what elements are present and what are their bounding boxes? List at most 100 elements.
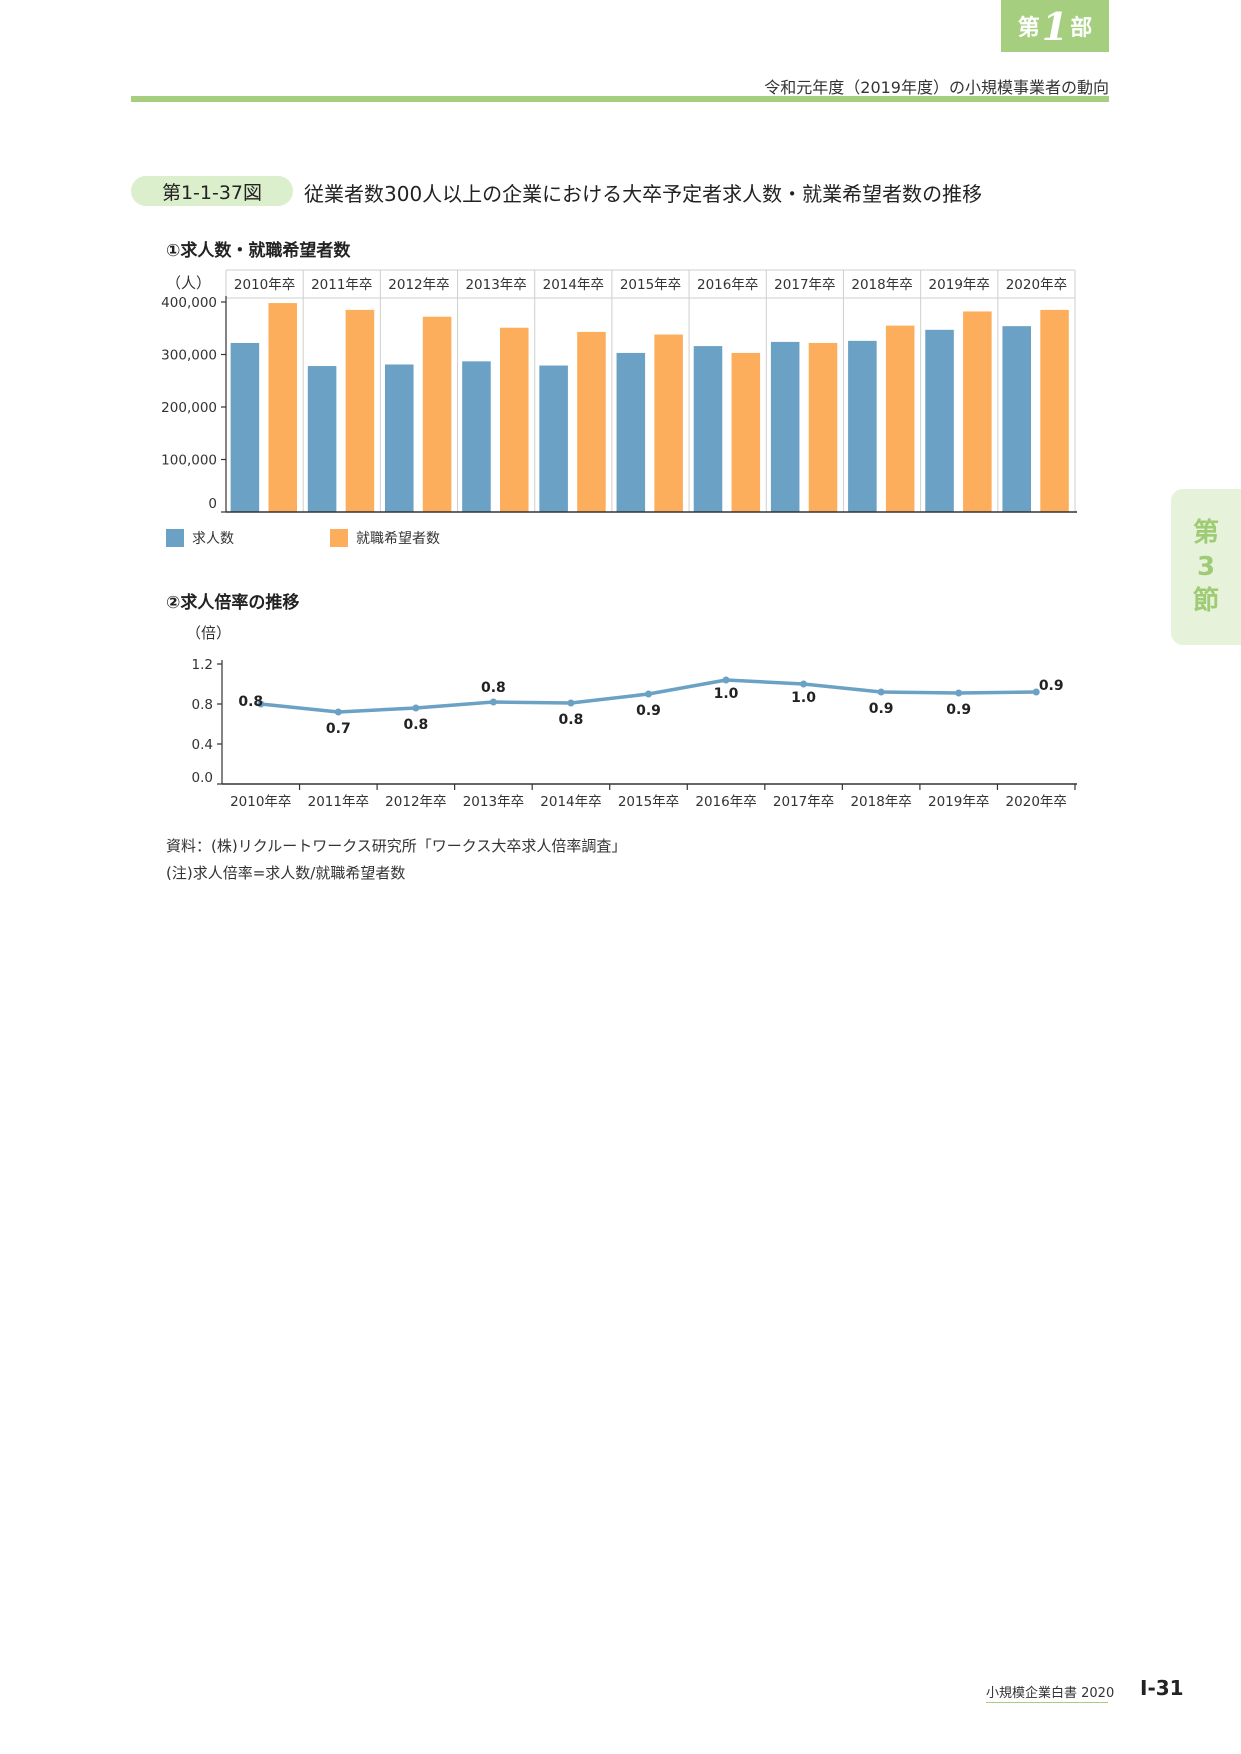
- x-tick-label: 2013年卒: [463, 794, 524, 810]
- side-tab-char-2: 3: [1196, 552, 1216, 582]
- ratio-point: [257, 700, 265, 708]
- bar-applicants: [963, 311, 992, 512]
- ratio-point: [800, 680, 808, 688]
- bar-applicants: [654, 334, 683, 512]
- bar-jobs: [848, 340, 877, 512]
- bar-jobs: [539, 365, 568, 512]
- y-tick-label: 0.8: [192, 697, 213, 713]
- x-tick-label: 2020年卒: [1006, 277, 1067, 293]
- source-note: 資料：(株)リクルートワークス研究所「ワークス大卒求人倍率調査」: [166, 837, 627, 855]
- bar-applicants: [808, 342, 838, 512]
- y-axis-unit: （人）: [166, 274, 211, 292]
- x-tick-label: 2011年卒: [308, 794, 369, 810]
- bar-jobs: [462, 361, 491, 512]
- ratio-point: [877, 688, 885, 696]
- y-tick-label: 400,000: [161, 295, 217, 311]
- y-tick-label: 0: [208, 496, 217, 512]
- legend-label-jobs: 求人数: [192, 531, 234, 547]
- legend-item-applicants: 就職希望者数: [330, 528, 440, 548]
- x-tick-label: 2010年卒: [230, 794, 291, 810]
- bar-applicants: [345, 309, 375, 512]
- bar-applicants: [422, 316, 452, 512]
- data-label: 0.9: [1039, 678, 1064, 694]
- part-tab: 第 1 部: [1001, 0, 1109, 52]
- x-tick-label: 2016年卒: [697, 277, 758, 293]
- ratio-point: [334, 708, 342, 716]
- y-tick-label: 0.0: [192, 770, 213, 786]
- bar-applicants: [577, 331, 606, 512]
- bar-jobs: [616, 352, 646, 512]
- figure-title: 従業者数300人以上の企業における大卒予定者求人数・就業希望者数の推移: [304, 182, 983, 206]
- x-tick-label: 2014年卒: [543, 277, 604, 293]
- data-label: 0.8: [403, 717, 428, 733]
- ratio-point: [489, 698, 497, 706]
- bar-applicants: [1040, 309, 1069, 512]
- footer-book-title: 小規模企業白書 2020: [986, 1686, 1115, 1701]
- part-number: 1: [1041, 3, 1069, 49]
- bar-jobs: [384, 364, 414, 512]
- part-prefix: 第: [1017, 16, 1040, 41]
- bar-applicants: [731, 352, 761, 512]
- legend-swatch-jobs: [166, 529, 184, 547]
- ratio-point: [1032, 688, 1040, 696]
- legend-item-jobs: 求人数: [166, 528, 234, 548]
- ratio-point: [955, 689, 963, 697]
- bar-jobs: [925, 329, 954, 512]
- chart1-subtitle: ①求人数・就職希望者数: [166, 241, 351, 261]
- x-tick-label: 2012年卒: [388, 277, 449, 293]
- x-tick-label: 2019年卒: [928, 794, 989, 810]
- ratio-point: [412, 704, 420, 712]
- x-tick-label: 2017年卒: [774, 277, 835, 293]
- bar-jobs: [307, 366, 337, 512]
- bar-jobs: [1002, 326, 1032, 512]
- legend-swatch-applicants: [330, 529, 348, 547]
- x-tick-label: 2018年卒: [851, 277, 912, 293]
- ratio-point: [645, 690, 652, 698]
- data-label: 0.7: [326, 721, 351, 737]
- data-label: 1.0: [714, 686, 739, 702]
- header-rule: [131, 96, 1109, 102]
- bar-jobs: [230, 342, 260, 512]
- bar-applicants: [499, 327, 529, 512]
- y-axis-unit: （倍）: [186, 624, 231, 642]
- footnote: (注)求人倍率=求人数/就職希望者数: [166, 864, 406, 882]
- running-title: 令和元年度（2019年度）の小規模事業者の動向: [764, 78, 1109, 97]
- bar-jobs: [770, 341, 800, 512]
- x-tick-label: 2019年卒: [929, 277, 990, 293]
- side-tab-char-1: 第: [1192, 518, 1219, 548]
- x-tick-label: 2010年卒: [234, 277, 295, 293]
- section-side-tab: 第 3 節: [1171, 489, 1241, 645]
- bar-applicants: [885, 325, 915, 512]
- ratio-point: [722, 676, 730, 684]
- x-tick-label: 2012年卒: [385, 794, 446, 810]
- data-label: 0.8: [559, 712, 584, 728]
- side-tab-char-3: 節: [1192, 586, 1219, 616]
- part-suffix: 部: [1070, 16, 1093, 41]
- page-number: Ⅰ-31: [1140, 1676, 1184, 1700]
- data-label: 0.8: [238, 694, 263, 710]
- x-tick-label: 2020年卒: [1006, 794, 1067, 810]
- y-tick-label: 300,000: [161, 348, 217, 364]
- footer-rule: [986, 1702, 1108, 1703]
- ratio-point: [567, 699, 575, 707]
- line-chart: （倍） 0.0 0.4 0.8 1.2 2010年卒 2011年卒 2012年卒 2013年卒 2…: [186, 624, 1077, 810]
- x-tick-label: 2015年卒: [618, 794, 679, 810]
- x-tick-label: 2017年卒: [773, 794, 834, 810]
- y-tick-label: 100,000: [161, 453, 217, 469]
- figure-label: 第1-1-37図: [131, 176, 293, 206]
- y-tick-label: 1.2: [192, 657, 213, 673]
- data-label: 0.9: [636, 703, 661, 719]
- notes: 資料：(株)リクルートワークス研究所「ワークス大卒求人倍率調査」 (注)求人倍率…: [166, 833, 626, 887]
- legend-label-applicants: 就職希望者数: [356, 531, 440, 547]
- x-tick-label: 2015年卒: [620, 277, 681, 293]
- bar-applicants: [268, 303, 298, 512]
- data-label: 0.9: [946, 702, 971, 718]
- x-tick-label: 2018年卒: [850, 794, 911, 810]
- data-label: 1.0: [791, 690, 816, 706]
- x-tick-label: 2011年卒: [311, 277, 372, 293]
- bar-jobs: [693, 346, 723, 512]
- x-tick-label: 2013年卒: [465, 277, 526, 293]
- data-label: 0.9: [869, 701, 894, 717]
- bar-chart: （人） 2010年卒 2011年卒 2012年卒 2013年卒 2014年卒 2015年卒 2…: [161, 269, 1077, 513]
- x-tick-label: 2014年卒: [540, 794, 601, 810]
